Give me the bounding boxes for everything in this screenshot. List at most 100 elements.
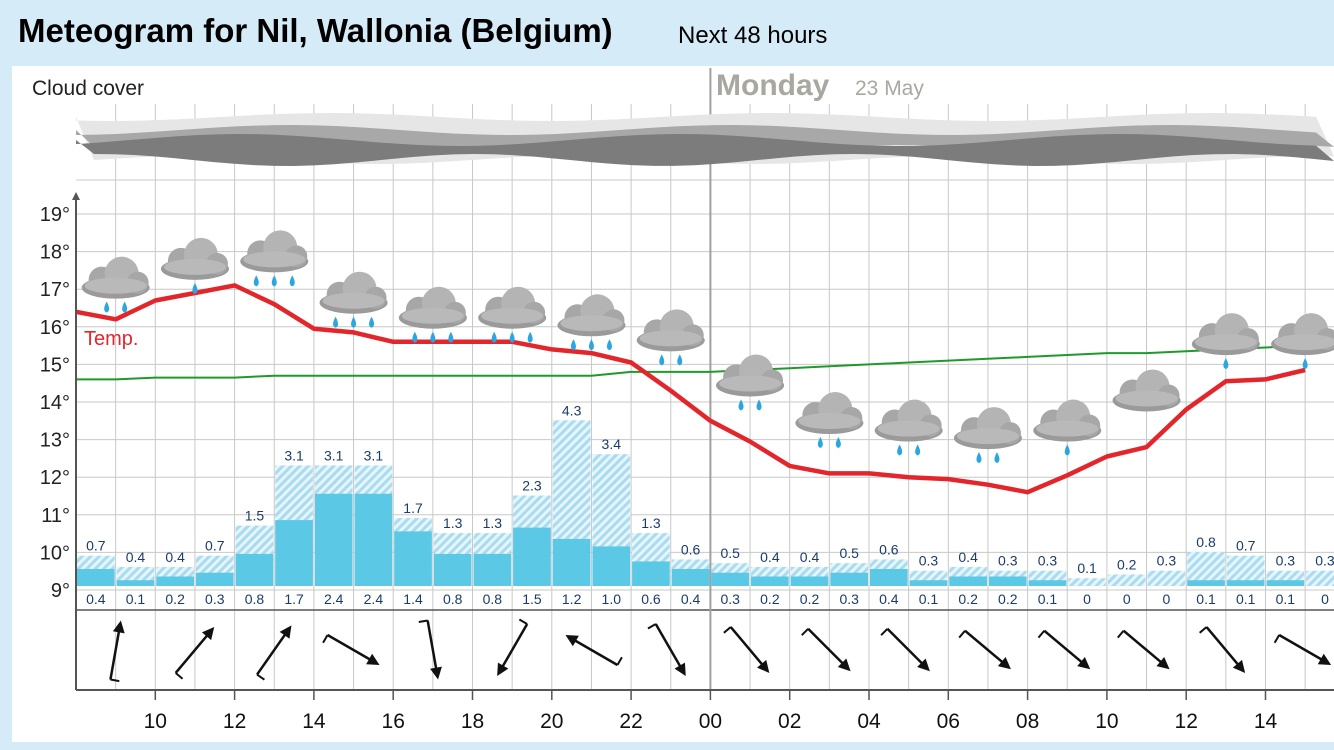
- precip-min-label: 0.8: [443, 591, 463, 607]
- precip-min-label: 0.1: [1276, 591, 1296, 607]
- wind-arrows: [109, 618, 1332, 683]
- precip-max-label: 2.3: [522, 478, 542, 494]
- rain-drop-icon: [369, 316, 375, 328]
- precip-min-label: 1.2: [562, 591, 582, 607]
- rain-drop-icon: [897, 444, 903, 456]
- rain-drop-icon: [817, 437, 823, 449]
- precip-max-label: 0.3: [1315, 553, 1334, 569]
- precip-max-bar: [1068, 578, 1106, 586]
- y-tick-label: 9°: [51, 580, 70, 602]
- precip-max-label: 0.3: [1276, 553, 1296, 569]
- header-bar: Meteogram for Nil, Wallonia (Belgium) Ne…: [0, 0, 1334, 66]
- precip-min-label: 0: [1321, 591, 1329, 607]
- precip-min-label: 2.4: [364, 591, 384, 607]
- rain-drop-icon: [994, 452, 1000, 464]
- x-tick-label: 06: [937, 710, 960, 733]
- precip-min-bar: [1028, 580, 1067, 586]
- precip-max-label: 0.7: [86, 538, 106, 554]
- precip-min-label: 0.4: [879, 591, 899, 607]
- precip-min-bar: [830, 572, 868, 586]
- wind-arrow: [174, 627, 215, 680]
- precip-max-label: 0.5: [839, 545, 859, 561]
- rain-drop-icon: [430, 331, 436, 343]
- precip-min-label: 0: [1162, 591, 1170, 607]
- precip-min-bar: [949, 576, 987, 586]
- precip-min-bar: [592, 546, 631, 586]
- wind-arrow: [958, 629, 1011, 670]
- axes: 9° 10° 11° 12° 13° 14° 15° 16° 17° 18° 19° 10 12 14 16…: [40, 192, 1334, 733]
- temperature-line: [76, 283, 1306, 495]
- y-tick-label: 15°: [40, 354, 70, 376]
- precip-max-label: 0.7: [205, 538, 225, 554]
- precip-max-label: 0.8: [1196, 534, 1216, 550]
- page-subtitle: Next 48 hours: [678, 22, 828, 49]
- precip-max-label: 0.3: [1157, 553, 1177, 569]
- rain-cloud-icon: [319, 271, 388, 328]
- precip-max-label: 3.1: [364, 447, 384, 463]
- rain-drop-icon: [1302, 358, 1308, 370]
- precip-min-label: 1.4: [403, 591, 423, 607]
- wind-arrow: [418, 619, 442, 680]
- rain-drop-icon: [527, 331, 533, 343]
- precip-min-label: 1.7: [284, 591, 304, 607]
- precip-min-label: 0.1: [919, 591, 939, 607]
- precip-max-bar: [1306, 570, 1334, 586]
- precip-min-label: 2.4: [324, 591, 344, 607]
- precip-min-label: 0.4: [86, 591, 106, 607]
- precip-min-bar: [195, 572, 234, 586]
- meteogram-chart: 0.7 0.4 0.4 0.1 0.4 0.2 0.7 0.3 1.5 0.8 3.1 1.7 3.1 2…: [32, 68, 1334, 733]
- precip-min-label: 0.3: [205, 591, 225, 607]
- precip-max-label: 1.5: [245, 508, 265, 524]
- temperature-series-label: Temp.: [84, 328, 138, 350]
- wind-arrow: [1037, 629, 1091, 670]
- x-tick-label: 10: [144, 710, 167, 733]
- precip-max-label: 0.4: [958, 549, 978, 565]
- y-tick-label: 11°: [41, 505, 70, 527]
- precip-max-label: 0.6: [681, 541, 701, 557]
- rain-drop-icon: [756, 399, 762, 411]
- x-tick-label: 10: [1095, 710, 1118, 733]
- series-lines: [76, 283, 1306, 495]
- precip-min-bar: [1187, 580, 1225, 586]
- precip-min-label: 0.4: [681, 591, 701, 607]
- cloud-cover-label: Cloud cover: [32, 77, 144, 100]
- precip-min-bar: [394, 531, 432, 586]
- precip-min-label: 0.3: [720, 591, 740, 607]
- page-title: Meteogram for Nil, Wallonia (Belgium): [18, 12, 613, 49]
- x-tick-label: 22: [619, 710, 642, 733]
- precip-max-label: 0.4: [165, 549, 185, 565]
- x-tick-label: 16: [382, 710, 405, 733]
- rain-drop-icon: [915, 444, 921, 456]
- x-tick-label: 04: [857, 710, 881, 733]
- dewpoint-line: [76, 344, 1306, 381]
- precip-min-bar: [1266, 580, 1305, 586]
- x-tick-label: 02: [778, 710, 801, 733]
- wind-arrow: [1117, 629, 1170, 670]
- rain-drop-icon: [835, 437, 841, 449]
- rain-drop-icon: [588, 339, 594, 351]
- precip-min-bar: [116, 580, 155, 586]
- precip-max-label: 0.4: [760, 549, 780, 565]
- rain-cloud-icon: [1112, 369, 1181, 412]
- wind-arrow: [880, 627, 930, 672]
- precip-min-bar: [354, 493, 393, 586]
- precip-min-bar: [1226, 580, 1265, 586]
- wind-arrow: [801, 627, 851, 672]
- precip-max-label: 0.2: [1117, 556, 1137, 572]
- rain-cloud-icon: [795, 392, 864, 449]
- precip-min-bar: [870, 568, 908, 586]
- precip-max-label: 3.1: [324, 447, 344, 463]
- rain-drop-icon: [412, 331, 418, 343]
- day-date: 23 May: [855, 77, 924, 100]
- rain-drop-icon: [659, 354, 665, 366]
- cloud-layer: [76, 134, 1334, 166]
- chart-text: Cloud cover Monday 23 May Temp.: [32, 69, 924, 350]
- precip-max-label: 0.3: [1038, 553, 1058, 569]
- rain-cloud-icon: [478, 286, 547, 343]
- y-axis-arrow: [72, 192, 80, 200]
- precip-max-label: 0.3: [919, 553, 939, 569]
- precip-min-label: 0.1: [1236, 591, 1256, 607]
- x-tick-label: 20: [540, 710, 563, 733]
- precip-min-bar: [632, 561, 670, 586]
